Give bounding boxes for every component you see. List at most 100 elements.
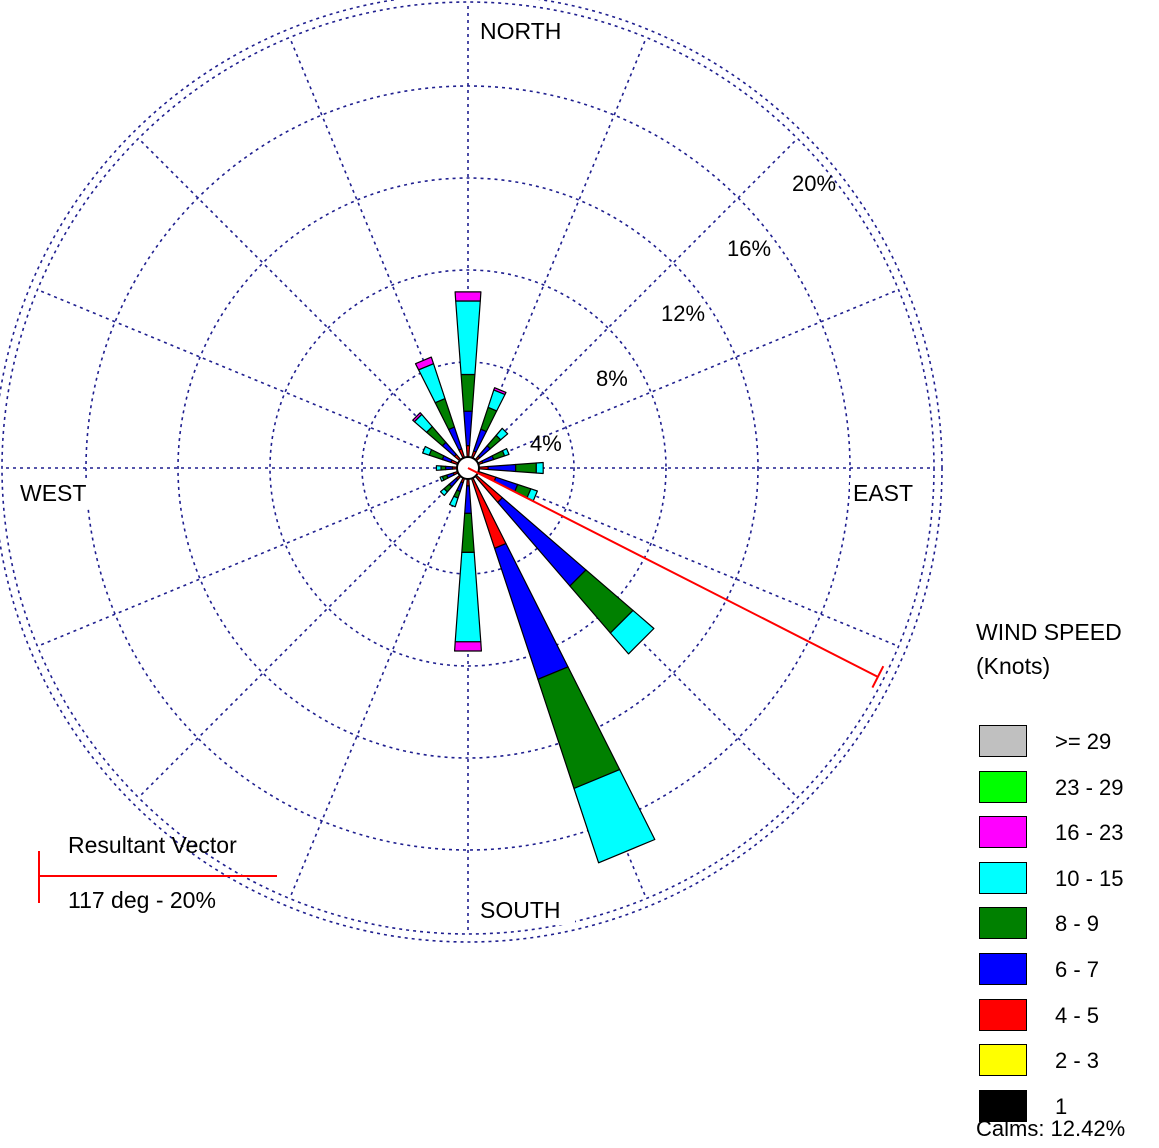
legend-swatch [979, 861, 1027, 894]
resultant-vector-title: Resultant Vector [68, 832, 237, 858]
wind-bar-segment [454, 291, 482, 302]
resultant-vector-line [467, 467, 879, 678]
legend-item: 6 - 7 [976, 952, 1159, 999]
wind-bar-segment [422, 445, 433, 456]
legend-title-line-2: (Knots) [976, 653, 1051, 679]
ring-label-20: 20% [792, 171, 836, 196]
wind-bar-segment [460, 373, 476, 412]
north-label-bg [475, 16, 575, 46]
legend-item: 4 - 5 [976, 998, 1159, 1045]
wind-bar-segment [478, 465, 489, 471]
wind-bar-segment [493, 476, 519, 493]
legend-label: 8 - 9 [1055, 911, 1100, 937]
grid-spoke-292.5 [37, 288, 459, 465]
resultant-vector [467, 467, 885, 688]
legend-label: 4 - 5 [1055, 1002, 1100, 1028]
grid-spoke-225 [137, 475, 461, 799]
wind-bar-segment [466, 478, 470, 487]
wind-bar-segment [495, 427, 509, 441]
wind-bar-segment [412, 412, 423, 423]
north-label: NORTH [480, 18, 561, 44]
wind-bar-segment [461, 512, 475, 554]
south-label-bg [475, 895, 575, 925]
wind-bar-segment [454, 551, 482, 643]
wind-bar-segment [449, 495, 459, 508]
wind-bars [412, 291, 656, 864]
wind-bar-segment [448, 426, 463, 451]
east-label: EAST [853, 480, 913, 506]
wind-bar-segment [493, 387, 507, 396]
ring-label-4: 4% [530, 431, 562, 456]
legend-label: 6 - 7 [1055, 956, 1100, 982]
chart-labels: NORTH SOUTH WEST EAST 4% 8% 12% 16% 20% … [18, 16, 930, 925]
wind-bar-segment [455, 300, 481, 376]
ring-label-8: 8% [596, 366, 628, 391]
legend-label: 2 - 3 [1055, 1048, 1100, 1074]
legend-item: 10 - 15 [976, 861, 1159, 908]
polar-grid [0, 0, 943, 943]
wind-bar-segment [439, 475, 445, 482]
grid-ring-outer [1, 1, 935, 935]
legend-title-line-1: WIND SPEED [976, 619, 1122, 645]
resultant-vector-endcap [871, 665, 885, 688]
legend-swatch [979, 816, 1027, 849]
grid-spoke-45 [475, 137, 799, 461]
grid-spoke-112.5 [477, 471, 899, 648]
legend-swatch [979, 1044, 1027, 1077]
grid-ring-12 [177, 177, 759, 759]
resultant-vector-value: 117 deg - 20% [68, 887, 216, 913]
legend-item: 16 - 23 [976, 816, 1159, 862]
grid-spoke-67.5 [477, 288, 899, 465]
legend-item: 1 [976, 1089, 1159, 1136]
wind-bar-segment [487, 463, 517, 473]
west-label: WEST [20, 480, 86, 506]
west-label-bg [18, 478, 98, 508]
wind-bar-segment [463, 410, 473, 447]
wind-bar-segment [535, 461, 544, 475]
wind-bar-segment [464, 485, 472, 515]
grid-spoke-337.5 [288, 37, 465, 459]
wind-bar-segment [465, 445, 471, 458]
legend-label: 23 - 29 [1055, 774, 1124, 800]
grid-spoke-247.5 [37, 471, 459, 648]
grid-ring-20 [0, 0, 943, 943]
wind-bar-segment [434, 398, 455, 430]
wind-bar-segment [537, 666, 621, 790]
wind-bar-segment [454, 641, 482, 652]
legend-list: >= 29 23 - 29 16 - 23 10 - 15 8 - 9 6 - … [976, 725, 1159, 1135]
grid-spoke-315 [137, 137, 461, 461]
legend-swatch [979, 725, 1027, 757]
legend-swatch [979, 998, 1027, 1031]
calms-label: Calms: 12.42% [976, 1116, 1126, 1141]
ring-label-16: 16% [727, 236, 771, 261]
south-label: SOUTH [480, 897, 561, 923]
legend-swatch [979, 907, 1027, 940]
legend-item: 8 - 9 [976, 907, 1159, 953]
legend-swatch [979, 770, 1027, 803]
legend-item: >= 29 [976, 725, 1159, 771]
legend-swatch [979, 952, 1027, 985]
wind-bar-segment [418, 363, 446, 404]
ring-label-12: 12% [661, 301, 705, 326]
grid-spoke-22.5 [471, 37, 648, 459]
legend-label: 10 - 15 [1055, 865, 1124, 891]
east-label-bg [850, 478, 930, 508]
legend: WIND SPEED (Knots) >= 29 23 - 29 16 - 23… [976, 615, 1159, 1135]
legend-label: >= 29 [1055, 729, 1112, 754]
legend-item: 23 - 29 [976, 770, 1159, 817]
wind-bar-segment [481, 455, 495, 464]
grid-spoke-135 [475, 475, 799, 799]
wind-bar-segment [480, 406, 498, 433]
wind-bar-segment [573, 768, 656, 864]
wind-bar-segment [515, 462, 537, 474]
legend-label: 1 [1055, 1093, 1068, 1119]
legend-swatch [979, 1089, 1027, 1122]
wind-bar-segment [501, 448, 510, 457]
legend-item: 2 - 3 [976, 1044, 1159, 1090]
wind-bar-segment [609, 609, 655, 655]
wind-bar-segment [445, 465, 453, 471]
wind-bar-segment [414, 356, 435, 371]
wind-bar-segment [439, 488, 448, 497]
wind-bar-segment [435, 465, 442, 471]
